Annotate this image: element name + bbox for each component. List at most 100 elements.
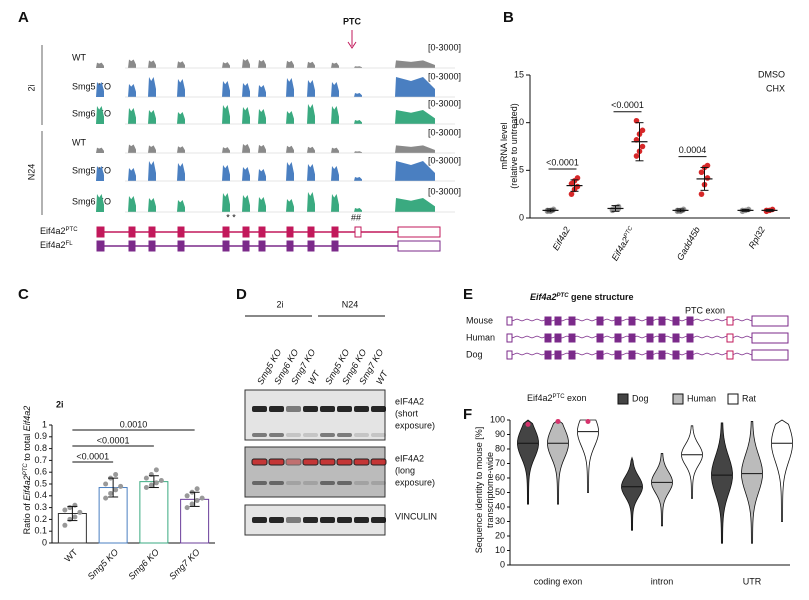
band [353, 458, 370, 466]
y-tick-label: 10 [495, 545, 505, 555]
data-point [698, 191, 705, 197]
exon [331, 226, 339, 238]
y-tick-label: 0.4 [34, 490, 47, 500]
y-tick-label: 60 [495, 472, 505, 482]
text-part: to total [22, 431, 32, 463]
label: * * [226, 212, 236, 222]
x-tick-label: Smg7 KO [167, 547, 202, 582]
coverage-track [96, 59, 455, 68]
y-tick-label: 10 [514, 117, 524, 127]
exon [96, 240, 105, 252]
p-value: <0.0001 [76, 451, 109, 461]
exon [686, 333, 694, 343]
exon [646, 350, 654, 360]
exon [242, 240, 250, 252]
text-part: Eif4a2 [22, 475, 32, 501]
coverage-track [96, 144, 455, 153]
violin [741, 421, 763, 544]
text-part: Ratio of [22, 501, 32, 535]
data-point [199, 495, 205, 501]
text-part: Eif4a2 [610, 236, 631, 263]
exon [672, 316, 680, 326]
band [269, 481, 284, 485]
band [303, 481, 318, 485]
exon [686, 350, 694, 360]
exon [646, 333, 654, 343]
exon [544, 350, 552, 360]
x-tick-label: Smg5 KO [86, 547, 121, 582]
label: Eif4a2PTC exon [527, 393, 587, 403]
exon [658, 350, 666, 360]
species-label: Human [466, 332, 495, 342]
text-part: PTC [623, 225, 635, 239]
exon [544, 316, 552, 326]
blot-label: eIF4A2 [395, 396, 424, 406]
exon [554, 316, 562, 326]
legend-swatch [672, 393, 684, 405]
text-part: Sequence identity to mouse [%] [474, 427, 484, 554]
band [370, 458, 387, 466]
exon [672, 350, 680, 360]
group-label: 2i [26, 84, 36, 91]
exon [614, 316, 622, 326]
panel-label: B [503, 9, 514, 26]
band [252, 433, 267, 437]
panel-label: A [18, 9, 29, 26]
blot-label: (long [395, 465, 415, 475]
exon [128, 240, 136, 252]
label: Gadd45b [675, 225, 702, 262]
text-part: (relative to untreated) [509, 103, 519, 189]
band [371, 433, 386, 437]
band [286, 481, 301, 485]
exon [177, 226, 185, 238]
band [302, 458, 319, 466]
label: Ratio of Eif4a2PTC to total Eif4a2 [22, 406, 32, 535]
exon [628, 333, 636, 343]
panel-label: E [463, 286, 473, 303]
x-tick-label: UTR [743, 576, 762, 586]
band [251, 458, 268, 466]
blot [244, 446, 386, 498]
data-point [148, 482, 154, 488]
data-point [704, 162, 711, 169]
text-part: PTC [23, 463, 29, 476]
violin [517, 419, 539, 505]
blot-label: exposure) [395, 420, 435, 430]
band [354, 433, 369, 437]
legend-entry: Dog [632, 393, 649, 403]
exon [568, 333, 576, 343]
y-tick-label: 0.1 [34, 526, 47, 536]
x-tick-label: WT [62, 547, 79, 564]
exon [658, 316, 666, 326]
panel-label: C [18, 286, 29, 303]
utr [751, 349, 789, 361]
exon [242, 226, 250, 238]
blot-label: VINCULIN [395, 511, 437, 521]
y-tick-label: 0.9 [34, 431, 47, 441]
band [354, 481, 369, 485]
coverage-track [96, 192, 455, 212]
track-range: [0-3000] [428, 42, 461, 52]
exon [222, 240, 230, 252]
label: Eif4a2PTC [610, 225, 638, 263]
chart-title: 2i [56, 399, 64, 409]
y-tick-label: 50 [495, 487, 505, 497]
exon [258, 240, 266, 252]
exon [544, 333, 552, 343]
data-point [194, 486, 200, 492]
label: Sequence identity to mouse [%] [474, 427, 484, 554]
y-tick-label: 30 [495, 516, 505, 526]
coverage-track [96, 104, 455, 124]
legend-swatch [617, 393, 629, 405]
p-value: <0.0001 [611, 100, 644, 110]
data-point [189, 501, 195, 507]
track-label: Smg6 KO [72, 108, 111, 118]
data-point [194, 498, 200, 504]
band [337, 517, 352, 523]
band [286, 517, 301, 523]
p-value: <0.0001 [97, 435, 130, 445]
group-label: N24 [342, 299, 359, 309]
species-label: Dog [466, 349, 483, 359]
track-label: Smg5 KO [72, 81, 111, 91]
utr [506, 316, 513, 326]
